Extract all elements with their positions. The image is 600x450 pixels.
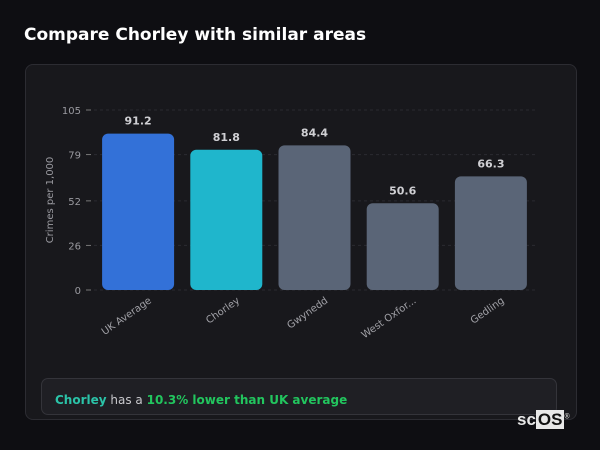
bar	[102, 133, 175, 290]
x-tick-label: Chorley	[204, 295, 242, 326]
logo-text-a: sc	[517, 410, 536, 429]
bar	[454, 176, 527, 290]
y-tick-label: 79	[68, 151, 81, 162]
bar-value-label: 91.2	[125, 115, 152, 128]
x-tick-label: UK Average	[100, 295, 154, 337]
summary-middle: has a	[106, 393, 147, 407]
bar-value-label: 81.8	[213, 131, 240, 144]
x-tick-label: West Oxfor...	[360, 295, 419, 341]
y-tick-label: 52	[68, 197, 81, 208]
x-tick-label: Gedling	[469, 295, 507, 326]
bar	[278, 145, 351, 290]
summary-area: Chorley	[55, 393, 107, 407]
summary-comparison: 10.3% lower than UK average	[146, 393, 348, 407]
scos-logo: sc OS ®	[517, 410, 570, 430]
y-tick-label: 0	[75, 286, 81, 297]
bar-value-label: 84.4	[301, 126, 328, 139]
logo-text-b: OS	[535, 410, 565, 429]
y-tick-label: 105	[62, 106, 81, 117]
logo-mark: ®	[564, 413, 570, 421]
bar	[366, 203, 439, 290]
summary-note: Chorley has a 10.3% lower than UK averag…	[41, 378, 557, 415]
y-axis-label: Crimes per 1,000	[45, 157, 56, 244]
bar-value-label: 50.6	[389, 184, 416, 197]
page-title: Compare Chorley with similar areas	[24, 25, 367, 45]
y-tick-label: 26	[68, 241, 81, 252]
bar-value-label: 66.3	[477, 157, 504, 170]
bar	[190, 149, 263, 290]
x-tick-label: Gwynedd	[285, 295, 330, 331]
